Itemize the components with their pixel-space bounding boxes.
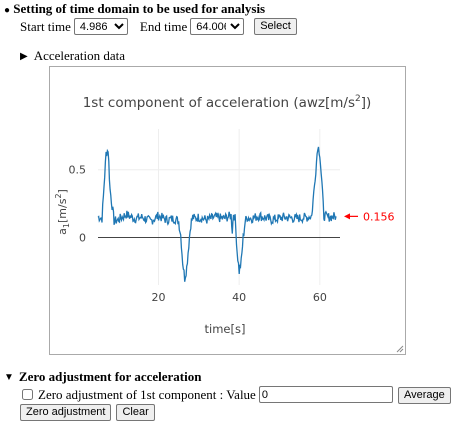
zero-adjustment-heading[interactable]: ▼ Zero adjustment for acceleration <box>4 369 201 385</box>
average-button[interactable]: Average <box>398 387 451 404</box>
start-time-label: Start time <box>20 18 71 34</box>
zero-adjustment-button[interactable]: Zero adjustment <box>20 404 112 421</box>
zero-adjust-row: Zero adjustment of 1st component : Value <box>22 386 393 403</box>
resize-grip-icon[interactable] <box>396 345 404 353</box>
annotation-value: 0.156 <box>363 210 395 223</box>
y-tick-label: 0.5 <box>69 164 87 177</box>
x-axis-label: time[s] <box>205 322 246 336</box>
select-button[interactable]: Select <box>254 18 297 35</box>
triangle-down-icon: ▼ <box>4 371 14 383</box>
series-line <box>97 146 337 282</box>
acceleration-data-label: Acceleration data <box>33 48 126 63</box>
chart-grid <box>98 129 340 285</box>
time-domain-title: Setting of time domain to be used for an… <box>13 1 266 16</box>
y-tick-label: 0 <box>79 232 86 245</box>
time-domain-heading: ● Setting of time domain to be used for … <box>4 1 265 17</box>
bullet-icon: ● <box>4 5 11 16</box>
time-domain-row: Start time 4.986 End time 64.006 Select <box>20 18 297 35</box>
zero-adjust-value-input[interactable] <box>258 386 393 403</box>
acceleration-chart: 1st component of acceleration (awz[m/s2]… <box>54 94 395 336</box>
end-time-select[interactable]: 64.006 <box>190 18 245 35</box>
x-tick-labels: 20 40 60 <box>152 291 327 304</box>
y-tick-labels: 00.5 <box>69 164 87 245</box>
x-tick-label: 40 <box>232 291 246 304</box>
arrow-left-icon <box>344 213 350 220</box>
chart-panel: 1st component of acceleration (awz[m/s2]… <box>49 66 406 355</box>
start-time-select[interactable]: 4.986 <box>73 18 128 35</box>
zero-adjustment-title: Zero adjustment for acceleration <box>18 369 202 384</box>
last-value-annotation: 0.156 <box>344 210 395 223</box>
clear-button[interactable]: Clear <box>116 404 155 421</box>
zero-adjust-label: Zero adjustment of 1st component : Value <box>38 386 256 402</box>
chart-title: 1st component of acceleration (awz[m/s2]… <box>83 94 372 111</box>
y-axis-label: a1[m/s2] <box>54 189 71 235</box>
acceleration-data-toggle[interactable]: ▶ Acceleration data <box>20 48 125 64</box>
end-time-label: End time <box>139 18 188 34</box>
zero-adjust-checkbox[interactable] <box>22 389 33 400</box>
x-tick-label: 60 <box>313 291 327 304</box>
zero-adjust-buttons: Zero adjustment Clear <box>20 404 155 421</box>
triangle-right-icon: ▶ <box>20 50 28 62</box>
x-tick-label: 20 <box>152 291 166 304</box>
